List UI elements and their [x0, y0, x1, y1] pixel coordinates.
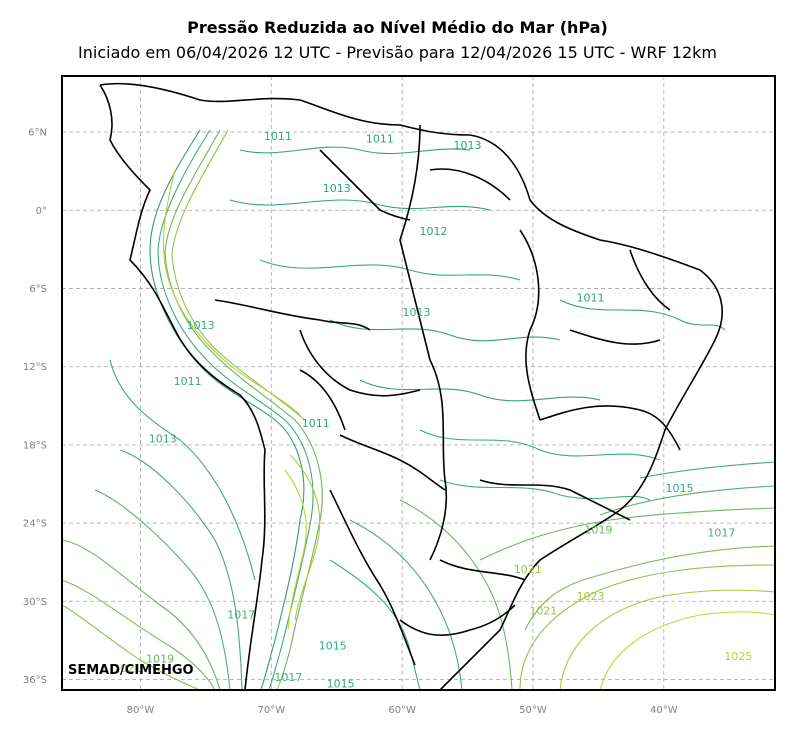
isobar-label: 1021 [529, 604, 557, 617]
isobar-label: 1017 [227, 608, 255, 621]
map-title: Pressão Reduzida ao Nível Médio do Mar (… [187, 18, 608, 37]
isobar-labels: 1011 1011 1013 1013 1012 1013 1013 1011 1011 1011… [113, 130, 752, 690]
isobar-label: 1015 [665, 482, 693, 495]
isobar-label: 1013 [149, 432, 177, 445]
lat-tick-label: 36°S [23, 675, 47, 686]
lat-tick-label: 6°S [29, 284, 47, 295]
lat-tick-label: 30°S [23, 597, 47, 608]
lon-tick-label: 60°W [388, 705, 416, 716]
isobar-label: 1025 [724, 650, 752, 663]
lat-tick-label: 24°S [23, 519, 47, 530]
isobar-label: 1017 [274, 671, 302, 684]
isobar-label: 1012 [420, 225, 448, 238]
isobar-label: 1023 [577, 590, 605, 603]
isobar-label: 1021 [514, 563, 542, 576]
isobar-label: 1017 [707, 526, 735, 539]
isobar-label: 1011 [264, 130, 292, 143]
isobar-label: 1011 [302, 417, 330, 430]
credit-label: SEMAD/CIMEHGO [68, 663, 194, 678]
isobar-label: 1013 [454, 139, 482, 152]
lon-tick-label: 40°W [650, 705, 678, 716]
isobar-label: 1011 [174, 375, 202, 388]
isobar-label: 1011 [366, 133, 394, 146]
lon-tick-label: 70°W [258, 705, 286, 716]
axis-tick-labels: 6°N 0° 6°S 12°S 18°S 24°S 30°S 36°S 80°W 70°W 60°W… [23, 128, 678, 716]
isobar-label: 1013 [323, 182, 351, 195]
lat-tick-label: 12°S [23, 362, 47, 373]
isobar-label: 1015 [327, 677, 355, 690]
isobar-label: 1021 [113, 662, 141, 675]
lat-tick-label: 6°N [28, 128, 47, 139]
isobar-label: 1019 [584, 524, 612, 537]
lon-tick-label: 80°W [127, 705, 155, 716]
isobar-label: 1013 [403, 306, 431, 319]
isobar-label: 1019 [146, 653, 174, 666]
isobar-label: 1013 [187, 319, 215, 332]
map-subtitle: Iniciado em 06/04/2026 12 UTC - Previsão… [78, 43, 717, 62]
isobar-contours [62, 129, 775, 690]
map-frame [61, 75, 776, 691]
lon-tick-label: 50°W [519, 705, 547, 716]
map-gridlines [62, 76, 775, 690]
political-borders [99, 82, 723, 690]
isobar-label: 1015 [319, 640, 347, 653]
lat-tick-label: 18°S [23, 440, 47, 451]
isobar-label: 1011 [577, 292, 605, 305]
lat-tick-label: 0° [36, 206, 47, 217]
